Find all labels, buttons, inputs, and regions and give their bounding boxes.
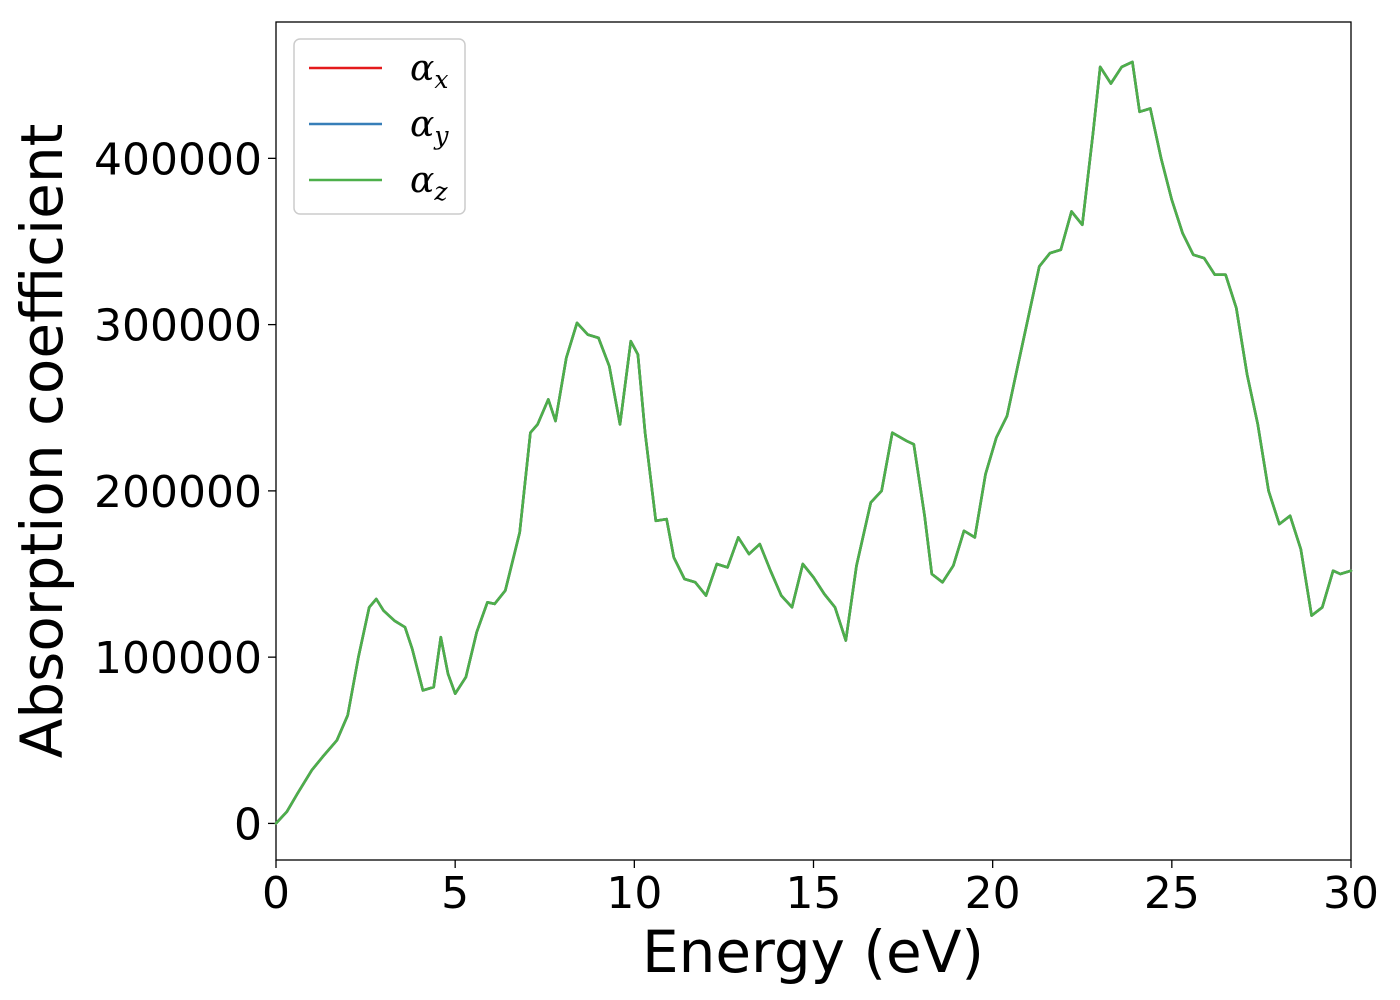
legend-subscript: z (433, 177, 448, 206)
x-tick-label: 0 (262, 868, 290, 919)
legend-subscript: y (433, 121, 449, 150)
legend-subscript: x (434, 65, 448, 94)
legend-symbol: α (410, 160, 434, 201)
legend-symbol: α (410, 48, 434, 89)
x-tick-label: 30 (1323, 868, 1379, 919)
x-tick-label: 15 (786, 868, 842, 919)
y-axis-title: Absorption coefficient (8, 124, 76, 759)
legend-label-y: αy (410, 104, 449, 150)
x-tick-label: 20 (965, 868, 1021, 919)
series-line-z (274, 60, 1353, 825)
y-tick-label: 400000 (94, 134, 262, 185)
y-ticks: 0 100000 200000 300000 400000 (94, 134, 276, 850)
legend-label-x: αx (410, 48, 448, 94)
y-tick-label: 200000 (94, 467, 262, 518)
x-tick-label: 5 (441, 868, 469, 919)
x-tick-label: 10 (606, 868, 662, 919)
y-tick-label: 0 (234, 799, 262, 850)
x-axis-title: Energy (eV) (642, 918, 984, 986)
series-lines (274, 60, 1353, 825)
y-tick-label: 300000 (94, 301, 262, 352)
legend-symbol: α (410, 104, 434, 145)
legend-box (293, 38, 466, 215)
x-tick-label: 25 (1144, 868, 1200, 919)
x-ticks: 0 5 10 15 20 25 30 (262, 860, 1379, 919)
y-tick-label: 100000 (94, 633, 262, 684)
legend-label-z: αz (410, 160, 448, 206)
